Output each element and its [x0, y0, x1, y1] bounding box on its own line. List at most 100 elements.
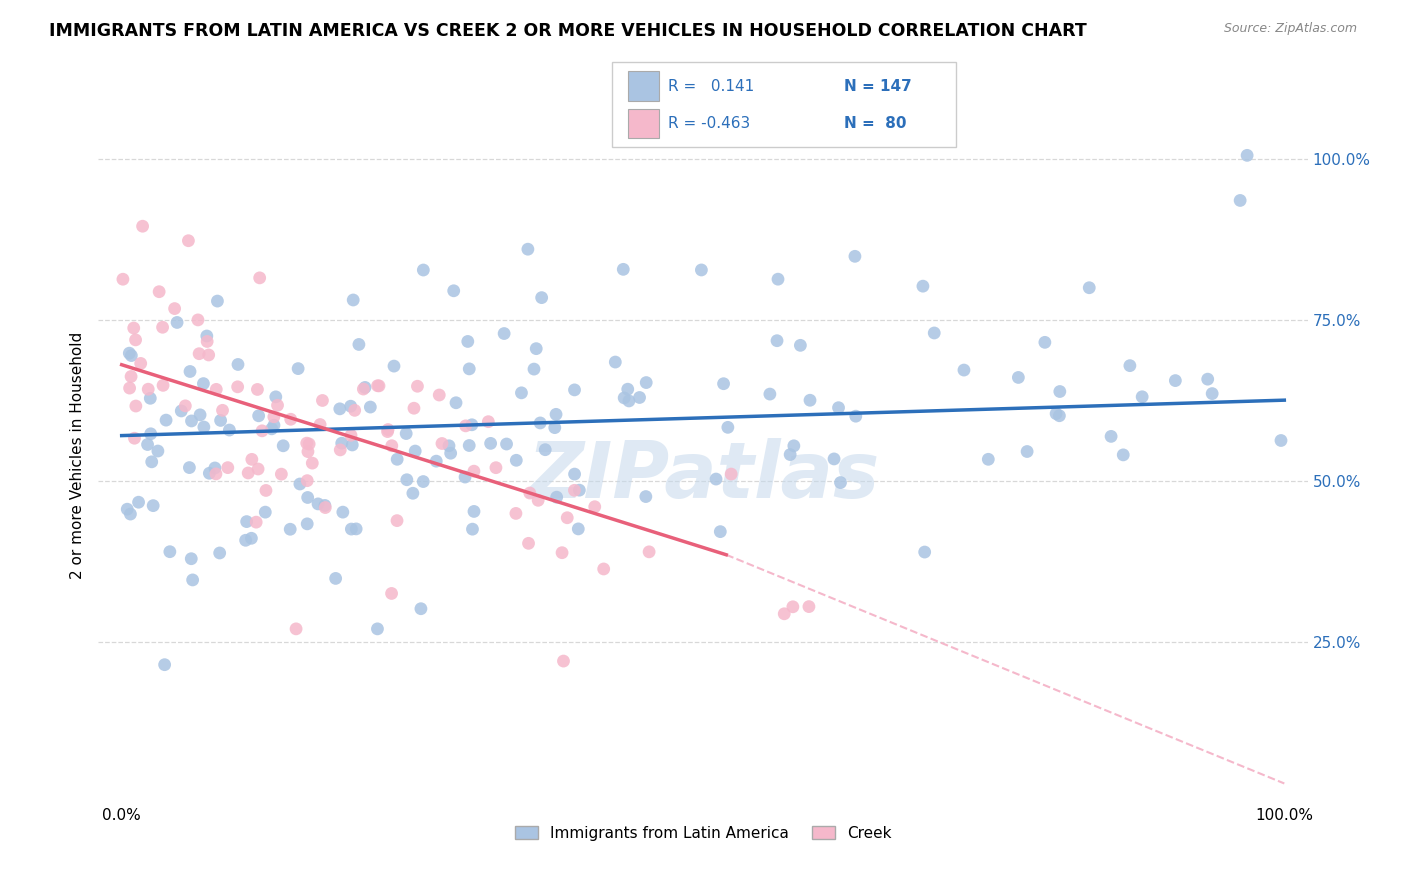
Point — [1236, 148, 1258, 162]
Point — [118, 346, 141, 360]
Point — [789, 338, 811, 352]
Point — [402, 401, 425, 416]
Point — [152, 378, 174, 392]
Point — [914, 545, 936, 559]
Point — [226, 380, 249, 394]
Point — [136, 437, 159, 451]
Point — [845, 409, 868, 424]
Point — [193, 376, 215, 391]
Point — [264, 390, 287, 404]
Point — [120, 349, 142, 363]
Point — [359, 400, 381, 414]
Point — [311, 393, 333, 408]
Point — [343, 403, 366, 417]
Point — [117, 502, 139, 516]
Point — [285, 622, 308, 636]
Point — [516, 242, 538, 256]
Point — [485, 460, 508, 475]
Point — [444, 396, 467, 410]
Point — [330, 436, 353, 450]
Point — [209, 413, 232, 427]
Point — [159, 544, 181, 558]
Point — [188, 408, 211, 422]
Point — [120, 507, 142, 521]
Point — [347, 337, 370, 351]
Point — [342, 438, 364, 452]
Point — [263, 418, 285, 433]
Point — [530, 291, 553, 305]
Point — [412, 263, 434, 277]
Point — [352, 382, 374, 396]
Point — [717, 420, 740, 434]
Point — [766, 334, 789, 348]
Point — [181, 573, 204, 587]
Point — [636, 376, 658, 390]
Point — [616, 382, 638, 396]
Point — [111, 272, 134, 286]
Point — [827, 401, 849, 415]
Point — [367, 378, 389, 392]
Point — [427, 388, 450, 402]
Point — [287, 361, 309, 376]
Point — [527, 493, 550, 508]
Point — [430, 436, 453, 450]
Point — [247, 409, 270, 423]
Point — [205, 467, 228, 481]
Point — [458, 362, 481, 376]
Point — [136, 382, 159, 396]
Point — [366, 622, 388, 636]
Point — [1130, 390, 1153, 404]
Point — [690, 263, 713, 277]
Point — [263, 409, 285, 424]
Point — [477, 415, 499, 429]
Point — [922, 326, 945, 340]
Point — [238, 466, 260, 480]
Point — [211, 403, 233, 417]
Point — [406, 379, 429, 393]
Point — [354, 380, 377, 394]
Point — [823, 451, 845, 466]
Point — [412, 475, 434, 489]
Point — [495, 437, 517, 451]
Point — [799, 393, 821, 408]
Point — [830, 475, 852, 490]
Point — [208, 546, 231, 560]
Point — [217, 460, 239, 475]
Point — [152, 320, 174, 334]
Point — [977, 452, 1000, 467]
Point — [288, 477, 311, 491]
Point — [329, 401, 352, 416]
Point — [454, 418, 477, 433]
Point — [555, 510, 578, 524]
Point — [204, 461, 226, 475]
Point — [479, 436, 502, 450]
Point — [179, 460, 201, 475]
Point — [218, 423, 240, 437]
Point — [381, 586, 404, 600]
Point — [297, 444, 319, 458]
Point — [385, 514, 408, 528]
Text: N =  80: N = 80 — [844, 116, 905, 131]
Point — [440, 446, 463, 460]
Point — [254, 483, 277, 498]
Point — [1045, 407, 1067, 421]
Point — [605, 355, 627, 369]
Point — [720, 467, 742, 481]
Point — [197, 348, 219, 362]
Point — [187, 313, 209, 327]
Point — [146, 444, 169, 458]
Point — [280, 412, 302, 426]
Point — [278, 522, 301, 536]
Point — [759, 387, 782, 401]
Point — [198, 467, 221, 481]
Point — [271, 439, 294, 453]
Point — [1164, 374, 1187, 388]
Point — [329, 442, 352, 457]
Point — [141, 455, 163, 469]
Point — [177, 234, 200, 248]
Point — [124, 431, 146, 445]
Point — [340, 428, 363, 442]
Point — [368, 379, 391, 393]
Point — [524, 342, 547, 356]
Point — [381, 439, 404, 453]
